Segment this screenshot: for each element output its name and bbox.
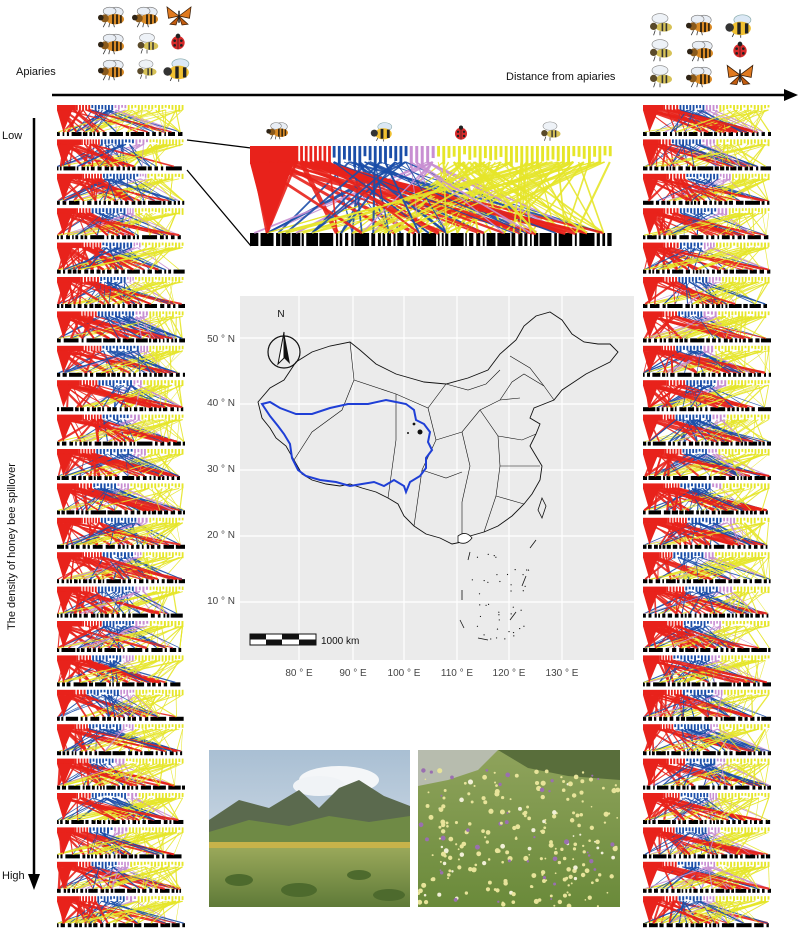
taiwan <box>537 496 547 520</box>
network-thumbnail <box>643 724 771 756</box>
distance-label: Distance from apiaries <box>506 71 616 83</box>
network-thumbnail <box>643 208 770 240</box>
map-panel-bg <box>240 296 634 660</box>
north-label: N <box>277 309 284 320</box>
lat-axis: 50 ° N 40 ° N 30 ° N 20 ° N 10 ° N <box>207 334 235 607</box>
network-thumbnail <box>643 380 771 412</box>
network-thumbnail <box>57 724 184 756</box>
network-thumbnail <box>57 586 184 618</box>
china-map: N 1000 km 50 ° N 40 ° N 30 ° N 20 ° N 10… <box>200 290 640 690</box>
network-thumbnail <box>643 277 770 308</box>
network-thumbnail <box>57 896 185 928</box>
network-thumbnail <box>643 242 771 274</box>
network-thumbnail <box>643 621 771 652</box>
network-thumbnail <box>643 311 771 343</box>
network-thumbnail <box>643 139 771 171</box>
flower-slope-photo <box>418 750 620 907</box>
network-thumbnail <box>57 173 185 205</box>
honey-bee-icon <box>97 6 125 28</box>
plateau-outline <box>260 398 434 495</box>
honey-bee-icon <box>685 14 713 36</box>
network-column-left <box>55 104 187 932</box>
network-thumbnail <box>643 517 770 549</box>
network-column-right <box>641 104 773 932</box>
scale-bar <box>249 633 317 646</box>
hainan <box>457 533 473 544</box>
bumble-bee-icon <box>162 58 190 82</box>
network-thumbnail <box>643 105 771 136</box>
ladybird-icon <box>170 33 186 50</box>
high-label: High <box>2 870 25 882</box>
network-thumbnail <box>643 552 771 584</box>
honey-bee-icon <box>97 33 125 55</box>
honey-bee-icon <box>97 59 125 81</box>
network-thumbnail <box>57 621 184 652</box>
network-thumbnail <box>57 449 184 480</box>
network-thumbnail <box>57 380 184 412</box>
network-thumbnail <box>57 345 185 377</box>
wasp-icon <box>649 65 673 88</box>
network-thumbnail <box>57 242 185 274</box>
network-thumbnail <box>643 896 770 928</box>
apiaries-label: Apiaries <box>16 66 56 78</box>
network-thumbnail <box>643 793 771 824</box>
density-arrow <box>27 118 41 890</box>
ladybird-icon <box>732 41 748 58</box>
distance-arrow <box>52 88 798 102</box>
honey-bee-icon <box>685 66 713 88</box>
network-thumbnail <box>57 208 184 240</box>
network-thumbnail <box>643 449 771 480</box>
network-thumbnail <box>643 861 771 893</box>
nine-dash-line <box>459 539 537 641</box>
ladybird-icon <box>454 125 468 140</box>
wasp-icon <box>136 59 157 80</box>
network-thumbnail <box>57 414 185 446</box>
wasp-icon <box>649 13 673 36</box>
butterfly-icon <box>726 64 754 86</box>
network-thumbnail <box>57 483 185 515</box>
network-thumbnail <box>57 105 184 136</box>
honey-bee-icon <box>686 40 714 62</box>
wasp-icon <box>137 32 159 54</box>
network-thumbnail <box>57 758 185 790</box>
north-arrow <box>267 331 301 369</box>
network-thumbnail <box>643 827 771 859</box>
network-thumbnail <box>57 139 184 171</box>
honey-bee-icon <box>265 122 289 140</box>
meadow-photo <box>209 750 410 907</box>
enlarged-network <box>250 118 620 253</box>
wasp-icon <box>540 121 561 142</box>
network-thumbnail <box>57 861 184 893</box>
bumble-bee-icon <box>724 14 752 38</box>
network-thumbnail <box>57 689 184 721</box>
scale-label: 1000 km <box>321 636 359 647</box>
wasp-icon <box>649 39 673 62</box>
honey-bee-icon <box>131 6 159 28</box>
network-thumbnail <box>57 827 184 859</box>
network-thumbnail <box>643 483 770 515</box>
density-label: The density of honey bee spillover <box>6 463 18 630</box>
bumble-bee-icon <box>370 122 393 142</box>
network-thumbnail <box>643 689 771 721</box>
butterfly-icon <box>166 6 192 26</box>
network-thumbnail <box>643 586 770 618</box>
network-thumbnail <box>643 655 771 687</box>
low-label: Low <box>2 130 23 142</box>
apiary-insects-left <box>96 4 196 82</box>
network-thumbnail <box>57 311 185 343</box>
network-thumbnail <box>643 414 771 446</box>
zoom-connectors <box>185 138 255 250</box>
network-thumbnail <box>57 793 184 824</box>
network-thumbnail <box>57 655 184 687</box>
network-thumbnail <box>643 758 771 790</box>
lon-axis: 80 ° E 90 ° E 100 ° E 110 ° E 120 ° E 13… <box>285 668 578 679</box>
network-thumbnail <box>643 173 770 205</box>
distant-insects-right <box>640 12 760 88</box>
network-thumbnail <box>57 277 185 308</box>
network-thumbnail <box>57 517 185 549</box>
network-thumbnail <box>643 345 771 377</box>
network-thumbnail <box>57 552 185 584</box>
